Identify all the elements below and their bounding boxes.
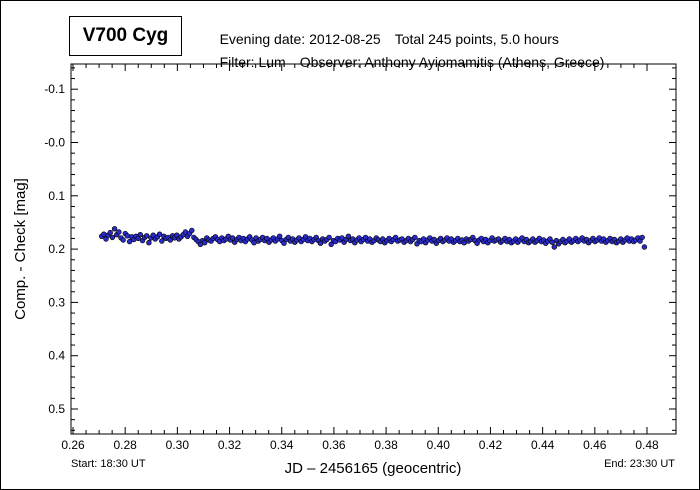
y-tick-label: 0.3 [48,295,65,309]
x-tick-label: 0.44 [531,438,555,452]
evening-date: Evening date: 2012-08-25 [219,31,381,47]
y-tick-label: -0.0 [44,136,65,150]
end-time: End: 23:30 UT [604,458,675,470]
data-point [326,234,332,241]
y-tick-label: 0.1 [48,189,65,203]
data-point [107,229,114,236]
data-point [277,233,283,240]
x-tick-label: 0.46 [583,438,607,452]
y-tick-label: 0.2 [48,242,65,256]
data-point [159,238,165,244]
data-point [116,229,122,235]
data-point [202,240,208,246]
x-tick-label: 0.26 [61,438,85,452]
data-point [111,226,118,232]
data-point [412,234,418,241]
data-point [156,231,163,237]
data-point [189,227,195,234]
y-tick-label: 0.5 [48,402,65,416]
star-name-box: V700 Cyg [69,16,182,56]
data-point [126,238,133,245]
x-tick-label: 0.34 [270,438,294,452]
total-points: Total 245 points, 5.0 hours [394,31,559,47]
filter-label: Filter: Lum [219,54,286,70]
data-point [345,233,352,240]
tick-labels: 0.26 0.28 0.30 0.32 0.34 0.36 0.38 0.40 0.42 0.44… [44,82,659,452]
x-tick-label: 0.36 [322,438,346,452]
data-point [167,237,174,243]
info-line-1: Evening date: 2012-08-25 Total 245 points… [204,15,559,63]
observer-label: Observer: Anthony Ayiomamitis (Athens, G… [299,54,605,70]
x-tick-label: 0.42 [479,438,503,452]
data-point [101,231,107,237]
data-point [551,244,557,250]
plot-area [70,63,677,435]
data-point [641,244,648,250]
start-time: Start: 18:30 UT [71,458,146,470]
info-line-2: Filter: Lum Observer: Anthony Ayiomamitis… [204,38,605,86]
star-name: V700 Cyg [82,25,169,46]
data-point [639,234,645,241]
y-axis-title: Comp. - Check [mag] [12,178,29,320]
data-point [146,240,152,246]
data-point [144,233,150,239]
x-tick-label: 0.38 [374,438,398,452]
data-point [109,234,116,241]
x-tick-label: 0.30 [166,438,190,452]
data-point [120,237,126,243]
data-points [98,226,648,250]
axis-ticks [71,64,676,434]
x-tick-label: 0.32 [218,438,242,452]
y-tick-label: 0.4 [48,349,65,363]
x-tick-label: 0.40 [427,438,451,452]
x-axis-title: JD – 2456165 (geocentric) [285,460,462,477]
data-point [317,240,324,246]
x-tick-label: 0.28 [114,438,138,452]
data-point [137,232,144,238]
y-tick-label: -0.1 [44,82,65,96]
data-point [124,233,131,239]
x-tick-label: 0.48 [635,438,659,452]
